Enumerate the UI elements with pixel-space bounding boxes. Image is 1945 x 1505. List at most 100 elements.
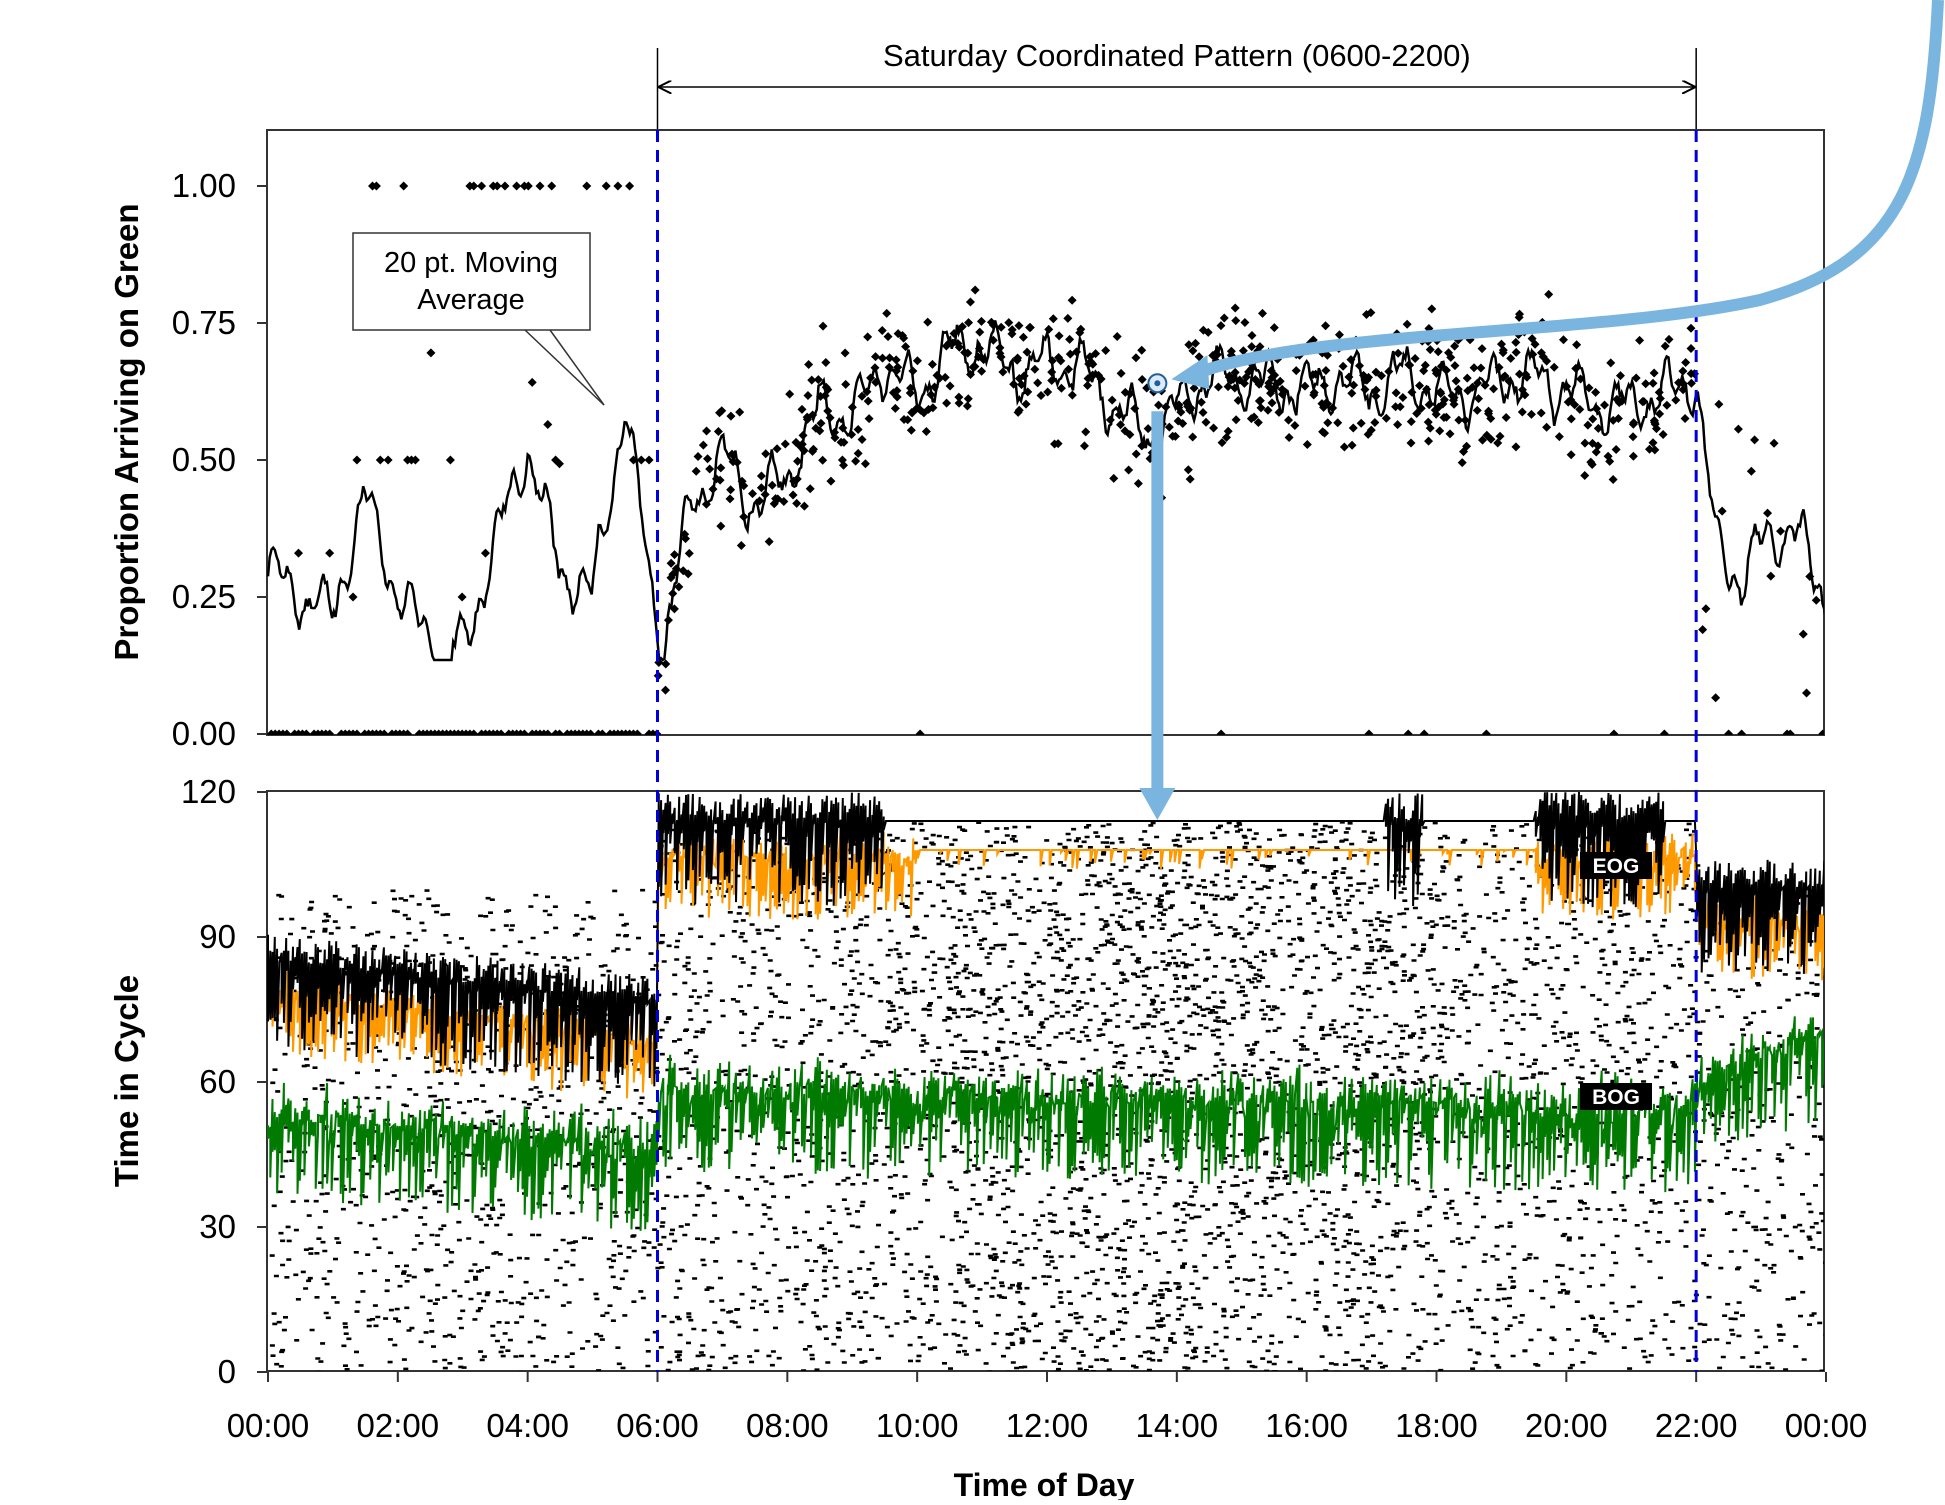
top-data-point — [1686, 323, 1696, 333]
top-data-point — [912, 356, 922, 366]
top-panel: 0.00 0.25 0.50 0.75 1.00 Proportion Arriving… — [108, 129, 1825, 752]
top-data-point — [1371, 367, 1381, 377]
top-data-point — [543, 729, 553, 735]
top-data-point — [669, 550, 679, 560]
x-tick-label: 04:00 — [486, 1407, 569, 1444]
top-data-point — [1231, 415, 1241, 425]
top-data-point — [554, 459, 564, 469]
bottom-y-tick-label: 60 — [199, 1063, 236, 1100]
top-data-point — [352, 729, 362, 735]
top-data-point — [1644, 444, 1654, 454]
top-data-point — [927, 359, 937, 369]
top-data-point — [294, 548, 304, 558]
top-data-point — [1463, 386, 1473, 396]
top-data-point — [1680, 414, 1690, 424]
top-data-point — [1506, 353, 1516, 363]
top-data-point — [1476, 363, 1486, 373]
top-data-point — [976, 316, 986, 326]
top-data-point — [1081, 427, 1091, 437]
bottom-y-tick-label: 30 — [199, 1208, 236, 1245]
top-data-point — [1014, 405, 1024, 415]
top-data-point — [780, 439, 790, 449]
top-data-point — [1517, 407, 1527, 417]
top-data-point — [1185, 474, 1195, 484]
top-data-point — [863, 332, 873, 342]
top-data-point — [1583, 420, 1593, 430]
top-data-point — [1763, 508, 1773, 518]
top-data-point — [773, 494, 783, 504]
top-data-point — [1769, 438, 1779, 448]
top-data-point — [841, 379, 851, 389]
top-data-point — [1648, 438, 1658, 448]
top-data-point — [1711, 693, 1721, 703]
top-data-point — [1457, 458, 1467, 468]
x-axis-label: Time of Day — [954, 1467, 1135, 1500]
top-data-point — [1290, 420, 1300, 430]
top-data-point — [851, 456, 861, 466]
top-data-point — [601, 181, 611, 191]
top-data-point — [1593, 441, 1603, 451]
top-data-point — [527, 377, 537, 387]
top-data-point — [644, 455, 654, 465]
top-data-point — [1076, 324, 1086, 334]
top-data-point — [716, 463, 726, 473]
top-data-point — [1496, 339, 1506, 349]
top-data-point — [1698, 625, 1708, 635]
top-data-point — [1469, 363, 1479, 373]
top-data-point — [1137, 374, 1147, 384]
top-data-point — [469, 181, 479, 191]
top-data-point — [977, 366, 987, 376]
top-data-point — [807, 375, 817, 385]
top-data-point — [883, 332, 893, 342]
curved-pointer-arrow — [1200, 0, 1944, 377]
top-data-point — [1398, 392, 1408, 402]
top-data-point — [965, 297, 975, 307]
top-data-point — [1116, 368, 1126, 378]
top-data-point — [705, 464, 715, 474]
top-data-point — [1420, 360, 1430, 370]
top-data-point — [1403, 729, 1413, 735]
top-data-point — [1435, 387, 1445, 397]
top-data-point — [1527, 334, 1537, 344]
top-y-tick-label: 0.00 — [172, 715, 236, 752]
top-data-point — [1798, 629, 1808, 639]
arrival-points — [269, 821, 1824, 1371]
top-data-point — [799, 501, 809, 511]
top-data-point — [1258, 308, 1268, 318]
top-data-point — [1222, 432, 1232, 442]
top-data-point — [1613, 413, 1623, 423]
pattern-annotation: Saturday Coordinated Pattern (0600-2200) — [656, 38, 1697, 130]
bottom-y-ticks: 0 30 60 90 120 — [181, 773, 267, 1390]
eog-tag-label: EOG — [1593, 855, 1640, 878]
top-data-point — [805, 484, 815, 494]
top-data-point — [1431, 409, 1441, 419]
top-data-point — [1043, 387, 1053, 397]
top-data-point — [756, 483, 766, 493]
top-data-point — [375, 455, 385, 465]
top-data-point — [1628, 432, 1638, 442]
top-data-point — [1603, 451, 1613, 461]
top-data-point — [716, 521, 726, 531]
top-data-point — [1514, 369, 1524, 379]
top-data-point — [713, 427, 723, 437]
top-data-point — [703, 454, 713, 464]
top-data-point — [1446, 352, 1456, 362]
top-data-point — [1481, 729, 1491, 735]
top-data-point — [1686, 378, 1696, 388]
callout-line-2: Average — [417, 284, 525, 316]
curved-pointer-arrowhead — [1171, 355, 1210, 390]
moving-average-line — [267, 320, 1824, 663]
top-data-point — [839, 437, 849, 447]
top-data-point — [1681, 357, 1691, 367]
top-data-point — [1419, 729, 1429, 735]
top-data-point — [1302, 439, 1312, 449]
top-data-point — [1213, 382, 1223, 392]
top-data-point — [1209, 423, 1219, 433]
top-data-point — [975, 327, 985, 337]
top-data-point — [371, 181, 381, 191]
top-data-point — [1802, 688, 1812, 698]
top-data-point — [871, 352, 881, 362]
top-data-point — [1431, 365, 1441, 375]
top-data-point — [1511, 337, 1521, 347]
top-data-point — [748, 489, 758, 499]
